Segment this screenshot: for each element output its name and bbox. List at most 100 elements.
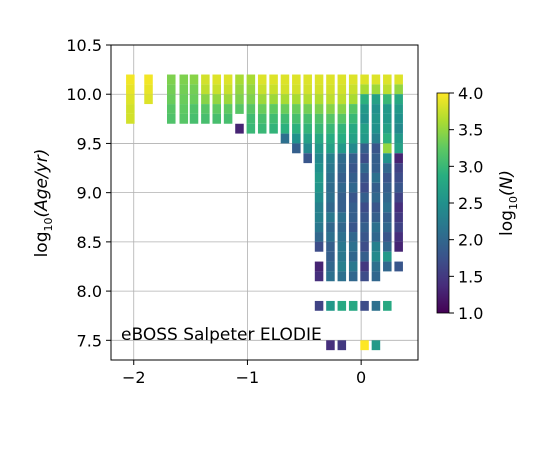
- heatmap-cell: [383, 84, 392, 95]
- heatmap-cell: [257, 113, 267, 124]
- heatmap-cell: [348, 153, 358, 164]
- heatmap-cell: [292, 123, 301, 134]
- heatmap-cell: [360, 104, 369, 114]
- heatmap-cell: [348, 261, 358, 272]
- heatmap-cell: [314, 271, 324, 282]
- heatmap-cell: [337, 251, 347, 262]
- y-tick-label: 9.0: [77, 184, 102, 203]
- heatmap-cell: [360, 192, 369, 203]
- heatmap-cell: [326, 202, 335, 213]
- heatmap-cell: [360, 212, 369, 223]
- heatmap-cell: [235, 94, 244, 105]
- heatmap-cell: [360, 202, 369, 213]
- heatmap-cell: [179, 84, 189, 95]
- heatmap-cell: [167, 84, 176, 95]
- heatmap-cell: [212, 84, 222, 95]
- heatmap-cell: [383, 94, 392, 105]
- heatmap-cell: [360, 271, 369, 282]
- heatmap-cell: [189, 84, 199, 95]
- heatmap-cell: [371, 84, 381, 95]
- heatmap-cell: [383, 261, 392, 272]
- heatmap-cell: [337, 261, 347, 272]
- heatmap-cell: [360, 182, 369, 193]
- y-axis-label: log10(Age/yr): [32, 149, 55, 258]
- x-axis-ticks: −2 −1 0: [122, 360, 366, 387]
- heatmap-cell: [394, 104, 403, 114]
- heatmap-cell: [371, 222, 381, 233]
- heatmap-cell: [360, 143, 369, 154]
- heatmap-cell: [314, 222, 324, 233]
- heatmap-cell: [337, 104, 347, 114]
- heatmap-cell: [280, 113, 290, 124]
- heatmap-cell: [326, 222, 335, 233]
- heatmap-cell: [326, 241, 335, 252]
- x-tick-label: −1: [236, 368, 260, 387]
- heatmap-cell: [394, 153, 403, 164]
- heatmap-cell: [360, 300, 369, 311]
- heatmap-cell: [314, 153, 324, 164]
- colorbar-tick-label: 2.5: [458, 194, 483, 213]
- colorbar-label-main: log: [497, 210, 517, 236]
- heatmap-cell: [246, 123, 256, 134]
- heatmap-cell: [383, 113, 392, 124]
- heatmap-cell: [371, 123, 381, 134]
- heatmap-cell: [314, 104, 324, 114]
- heatmap-cell: [394, 143, 403, 154]
- heatmap-cell: [371, 261, 381, 272]
- heatmap-cell: [371, 143, 381, 154]
- heatmap-cell: [292, 143, 301, 154]
- heatmap-cell: [383, 123, 392, 134]
- heatmap-cell: [371, 271, 381, 282]
- heatmap-cell: [257, 84, 267, 95]
- heatmap-cell: [179, 104, 189, 114]
- heatmap-cell: [235, 74, 244, 85]
- heatmap-cell: [303, 94, 312, 105]
- heatmap-cell: [371, 340, 381, 351]
- heatmap-cell: [348, 133, 358, 144]
- heatmap-cell: [314, 192, 324, 203]
- heatmap-cell: [201, 113, 210, 124]
- heatmap-cell: [212, 74, 222, 85]
- colorbar-tick-label: 1.5: [458, 267, 483, 286]
- heatmap-cell: [280, 123, 290, 134]
- heatmap-cell: [179, 113, 189, 124]
- heatmap-cell: [303, 113, 312, 124]
- heatmap-cell: [126, 94, 135, 105]
- heatmap-cell: [326, 94, 335, 105]
- heatmap-cell: [326, 153, 335, 164]
- heatmap-cell: [144, 84, 153, 95]
- heatmap-cell: [337, 202, 347, 213]
- heatmap-cell: [326, 143, 335, 154]
- heatmap-cell: [360, 222, 369, 233]
- heatmap-cell: [314, 133, 324, 144]
- heatmap-cell: [348, 94, 358, 105]
- heatmap-cell: [383, 104, 392, 114]
- heatmap-cell: [360, 251, 369, 262]
- heatmap-cell: [348, 241, 358, 252]
- heatmap-cell: [326, 163, 335, 173]
- heatmap-cell: [292, 133, 301, 144]
- heatmap-cell: [383, 74, 392, 85]
- heatmap-cell: [212, 94, 222, 105]
- colorbar-tick-label: 3.5: [458, 121, 483, 140]
- heatmap-cell: [394, 84, 403, 95]
- heatmap-cell: [383, 212, 392, 223]
- heatmap-cell: [348, 212, 358, 223]
- heatmap-cell: [326, 133, 335, 144]
- y-tick-label: 9.5: [77, 134, 102, 153]
- heatmap-cell: [394, 192, 403, 203]
- heatmap-cells: [126, 74, 403, 351]
- heatmap-cell: [326, 192, 335, 203]
- heatmap-cell: [303, 84, 312, 95]
- heatmap-cell: [314, 113, 324, 124]
- heatmap-cell: [371, 212, 381, 223]
- y-tick-label: 8.5: [77, 233, 102, 252]
- heatmap-cell: [337, 123, 347, 134]
- colorbar-tick-label: 3.0: [458, 157, 483, 176]
- colorbar-label-subscript: 10: [507, 196, 520, 210]
- heatmap-cell: [348, 163, 358, 173]
- heatmap-cell: [337, 153, 347, 164]
- heatmap-cell: [303, 74, 312, 85]
- heatmap-cell: [348, 143, 358, 154]
- heatmap-cell: [394, 241, 403, 252]
